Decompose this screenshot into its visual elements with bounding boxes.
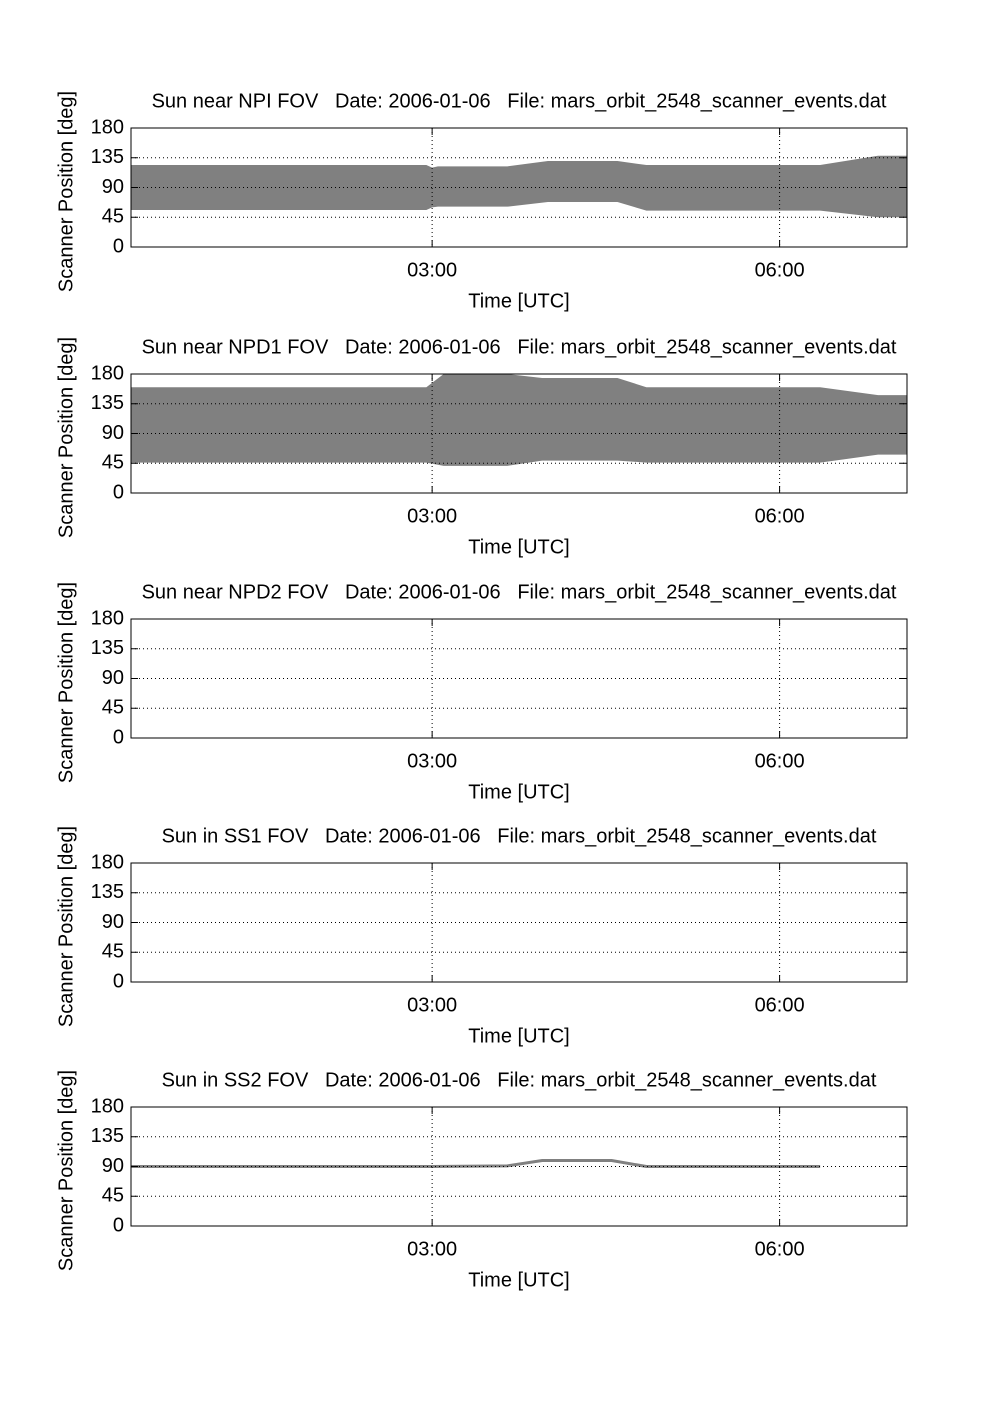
y-tick-label: 180: [91, 1095, 124, 1117]
y-axis-label: Scanner Position [deg]: [55, 1070, 77, 1271]
y-tick-label: 180: [91, 607, 124, 629]
y-tick-label: 90: [102, 911, 124, 933]
x-tick-label: 06:00: [755, 994, 805, 1016]
scan-band: [131, 374, 907, 466]
y-tick-label: 45: [102, 941, 124, 963]
x-tick-label: 03:00: [407, 1238, 457, 1260]
y-tick-label: 90: [102, 1155, 124, 1177]
y-tick-label: 135: [91, 392, 124, 414]
y-tick-label: 45: [102, 697, 124, 719]
y-tick-label: 0: [113, 1214, 124, 1236]
y-axis-label: Scanner Position [deg]: [55, 582, 77, 783]
y-tick-label: 135: [91, 881, 124, 903]
y-tick-label: 90: [102, 667, 124, 689]
y-tick-label: 0: [113, 235, 124, 257]
chart-title: Sun near NPI FOV Date: 2006-01-06 File: …: [152, 90, 887, 112]
y-axis-label: Scanner Position [deg]: [55, 826, 77, 1027]
x-tick-label: 03:00: [407, 750, 457, 772]
y-tick-label: 135: [91, 637, 124, 659]
x-axis-label: Time [UTC]: [468, 536, 569, 558]
y-axis-label: Scanner Position [deg]: [55, 337, 77, 538]
y-tick-label: 180: [91, 116, 124, 138]
y-tick-label: 45: [102, 1185, 124, 1207]
y-tick-label: 0: [113, 726, 124, 748]
plot-frame: [130, 373, 908, 494]
y-tick-label: 135: [91, 146, 124, 168]
y-tick-label: 0: [113, 481, 124, 503]
chart-title: Sun near NPD1 FOV Date: 2006-01-06 File:…: [142, 336, 897, 358]
chart-title: Sun in SS2 FOV Date: 2006-01-06 File: ma…: [162, 1069, 877, 1091]
x-tick-label: 06:00: [755, 259, 805, 281]
x-tick-label: 03:00: [407, 994, 457, 1016]
scan-band: [131, 155, 907, 218]
y-axis-label: Scanner Position [deg]: [55, 91, 77, 292]
plot-frame: [130, 618, 908, 739]
x-axis-label: Time [UTC]: [468, 290, 569, 312]
y-tick-label: 90: [102, 422, 124, 444]
y-tick-label: 0: [113, 970, 124, 992]
y-tick-label: 180: [91, 362, 124, 384]
x-tick-label: 06:00: [755, 505, 805, 527]
plot-frame: [130, 862, 908, 983]
y-tick-label: 135: [91, 1125, 124, 1147]
y-tick-label: 90: [102, 176, 124, 198]
plot-frame: [130, 127, 908, 248]
chart-title: Sun in SS1 FOV Date: 2006-01-06 File: ma…: [162, 825, 877, 847]
y-tick-label: 45: [102, 206, 124, 228]
x-axis-label: Time [UTC]: [468, 781, 569, 803]
x-tick-label: 06:00: [755, 750, 805, 772]
x-tick-label: 03:00: [407, 259, 457, 281]
plot-frame: [130, 1106, 908, 1227]
x-axis-label: Time [UTC]: [468, 1025, 569, 1047]
x-tick-label: 06:00: [755, 1238, 805, 1260]
y-tick-label: 180: [91, 851, 124, 873]
x-tick-label: 03:00: [407, 505, 457, 527]
x-axis-label: Time [UTC]: [468, 1269, 569, 1291]
scan-line: [131, 1159, 821, 1168]
y-tick-label: 45: [102, 452, 124, 474]
chart-title: Sun near NPD2 FOV Date: 2006-01-06 File:…: [142, 581, 897, 603]
